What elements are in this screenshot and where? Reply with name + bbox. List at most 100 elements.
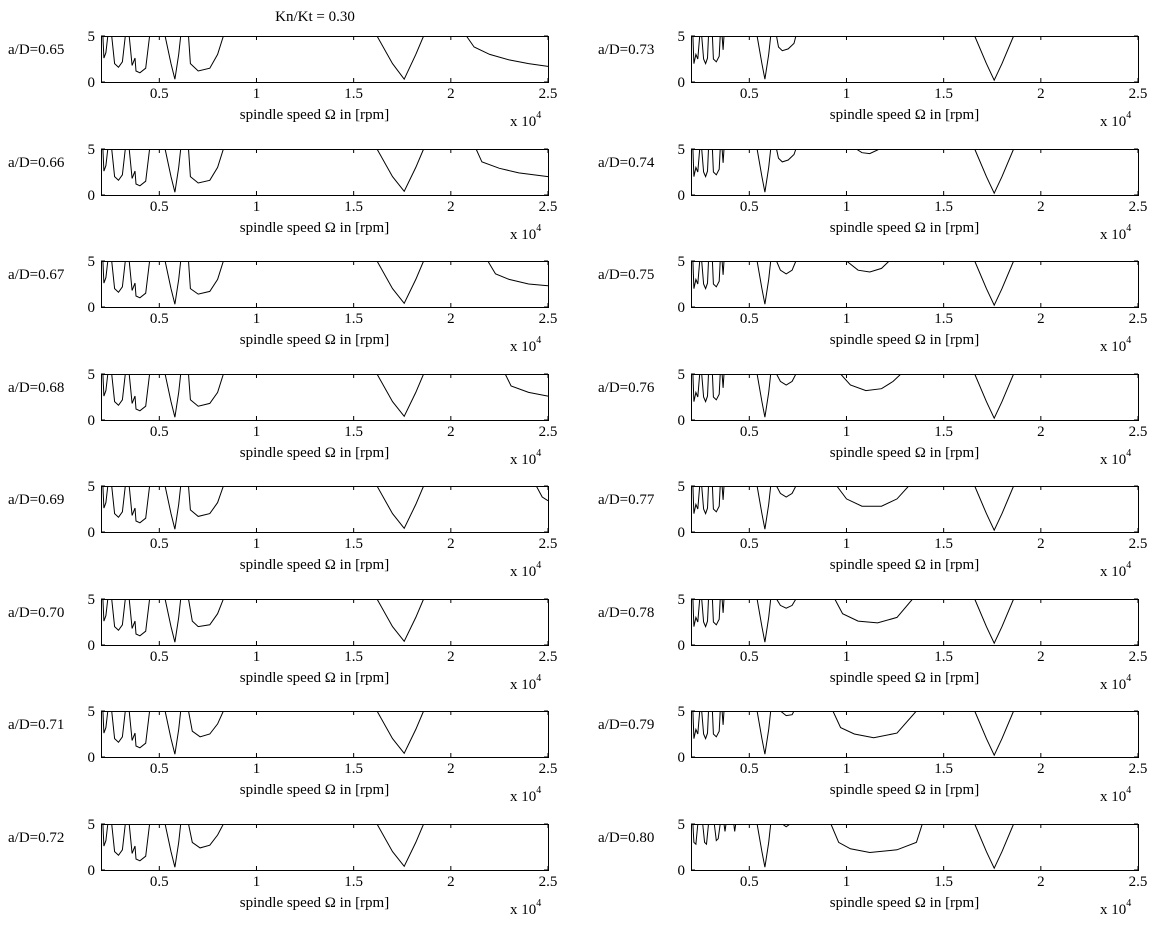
lobe-curve [702,824,709,846]
lobe-curve [692,486,701,514]
y-tick-label: 5 [678,479,686,495]
panel: a/D=0.69 0 5 0.5 1 1.5 2 2.5 spindle speed Ω in … [8,479,557,580]
y-tick-label: 5 [88,479,96,495]
lobe-curve [188,374,224,407]
lobe-curve [692,599,701,627]
y-tick-label: 5 [88,367,96,383]
lobe-curve [475,149,548,178]
axes-frame [691,36,1139,83]
lobe-curve [721,599,725,613]
x-tick-label: 0.5 [150,86,169,102]
y-tick-label: 5 [678,367,686,383]
panel: a/D=0.71 0 5 0.5 1 1.5 2 2.5 spindle speed Ω in … [8,704,557,805]
axes-frame [101,711,549,758]
lobe-curve [376,261,425,305]
lobe-curve [188,36,224,72]
x-tick-label: 1.5 [934,874,953,890]
y-tick-label: 5 [678,592,686,608]
x-axis-exponent: x 104 [510,560,541,580]
y-tick-label: 5 [678,142,686,158]
x-tick-label: 2 [447,874,455,890]
x-tick-label: 2.5 [1129,874,1148,890]
x-tick-label: 2 [447,649,455,665]
x-tick-label: 1.5 [344,649,363,665]
x-axis-exponent-power: 4 [1126,785,1131,796]
x-tick-label: 2 [447,424,455,440]
x-tick-label: 2 [447,199,455,215]
panel: a/D=0.78 0 5 0.5 1 1.5 2 2.5 spindle speed Ω in … [598,592,1147,693]
lobe-curve [188,824,224,849]
x-tick-label: 2 [1037,649,1045,665]
lobe-curve [188,711,224,738]
x-tick-label: 0.5 [740,311,759,327]
lobe-curve [128,486,151,524]
panel-label: a/D=0.74 [598,155,655,171]
x-axis-exponent: x 104 [1100,673,1131,693]
panel-curves [692,36,1015,82]
x-tick-label: 2.5 [539,649,558,665]
x-tick-label: 2.5 [1129,536,1148,552]
lobe-curve [756,599,772,643]
x-tick-label: 2 [1037,199,1045,215]
lobe-curve [776,599,797,609]
lobe-curve [128,599,151,637]
x-axis-label: spindle speed Ω in [rpm] [830,220,979,236]
axes-frame [691,374,1139,421]
x-axis-exponent-power: 4 [1126,448,1131,459]
x-tick-label: 2.5 [1129,199,1148,215]
x-tick-label: 0.5 [150,874,169,890]
x-axis-label: spindle speed Ω in [rpm] [240,557,389,573]
lobe-curve [128,374,151,412]
axes-frame [101,36,549,83]
lobe-curve [756,711,772,755]
x-tick-label: 1.5 [344,874,363,890]
lobe-curve [711,149,721,176]
lobe-curve [504,374,548,397]
x-tick-label: 1.5 [934,199,953,215]
x-axis-exponent-power: 4 [1126,898,1131,909]
y-tick-label: 5 [678,29,686,45]
lobe-curve [102,824,109,847]
lobe-curve [692,711,701,739]
y-tick-label: 5 [678,704,686,720]
lobe-curve [164,711,182,755]
lobe-curve [376,824,425,868]
x-axis-label: spindle speed Ω in [rpm] [830,107,979,123]
x-tick-label: 2 [1037,536,1045,552]
x-axis-exponent: x 104 [510,110,541,130]
panel-curves [102,374,548,418]
x-axis-label: spindle speed Ω in [rpm] [830,670,979,686]
y-tick-label: 0 [88,188,96,204]
y-tick-label: 0 [678,300,686,316]
lobe-curve [102,374,109,397]
lobe-curve [164,261,182,305]
lobe-curve [974,374,1015,420]
y-tick-label: 0 [678,75,686,91]
x-tick-label: 1.5 [934,536,953,552]
y-tick-label: 5 [678,254,686,270]
x-tick-label: 0.5 [740,874,759,890]
x-axis-exponent: x 104 [510,673,541,693]
lobe-curve [721,711,725,725]
lobe-curve [721,374,725,388]
x-tick-label: 1 [253,424,261,440]
y-tick-label: 0 [678,525,686,541]
panel-curves [692,711,1015,757]
x-axis-label: spindle speed Ω in [rpm] [830,445,979,461]
x-axis-exponent-power: 4 [536,898,541,909]
panel: a/D=0.74 0 5 0.5 1 1.5 2 2.5 spindle speed Ω in … [598,142,1147,243]
panel-label: a/D=0.70 [8,605,64,621]
x-tick-label: 2.5 [1129,86,1148,102]
x-tick-label: 0.5 [740,199,759,215]
panel-curves [102,261,548,305]
panel-curves [692,374,1015,420]
lobe-curve [711,486,721,513]
x-tick-label: 2.5 [1129,311,1148,327]
lobe-curve [974,261,1015,307]
lobe-curve [721,36,725,50]
lobe-curve [776,486,797,498]
panel-curves [692,149,1015,195]
y-tick-label: 0 [678,188,686,204]
x-axis-exponent-power: 4 [1126,335,1131,346]
lobe-curve [701,486,709,515]
